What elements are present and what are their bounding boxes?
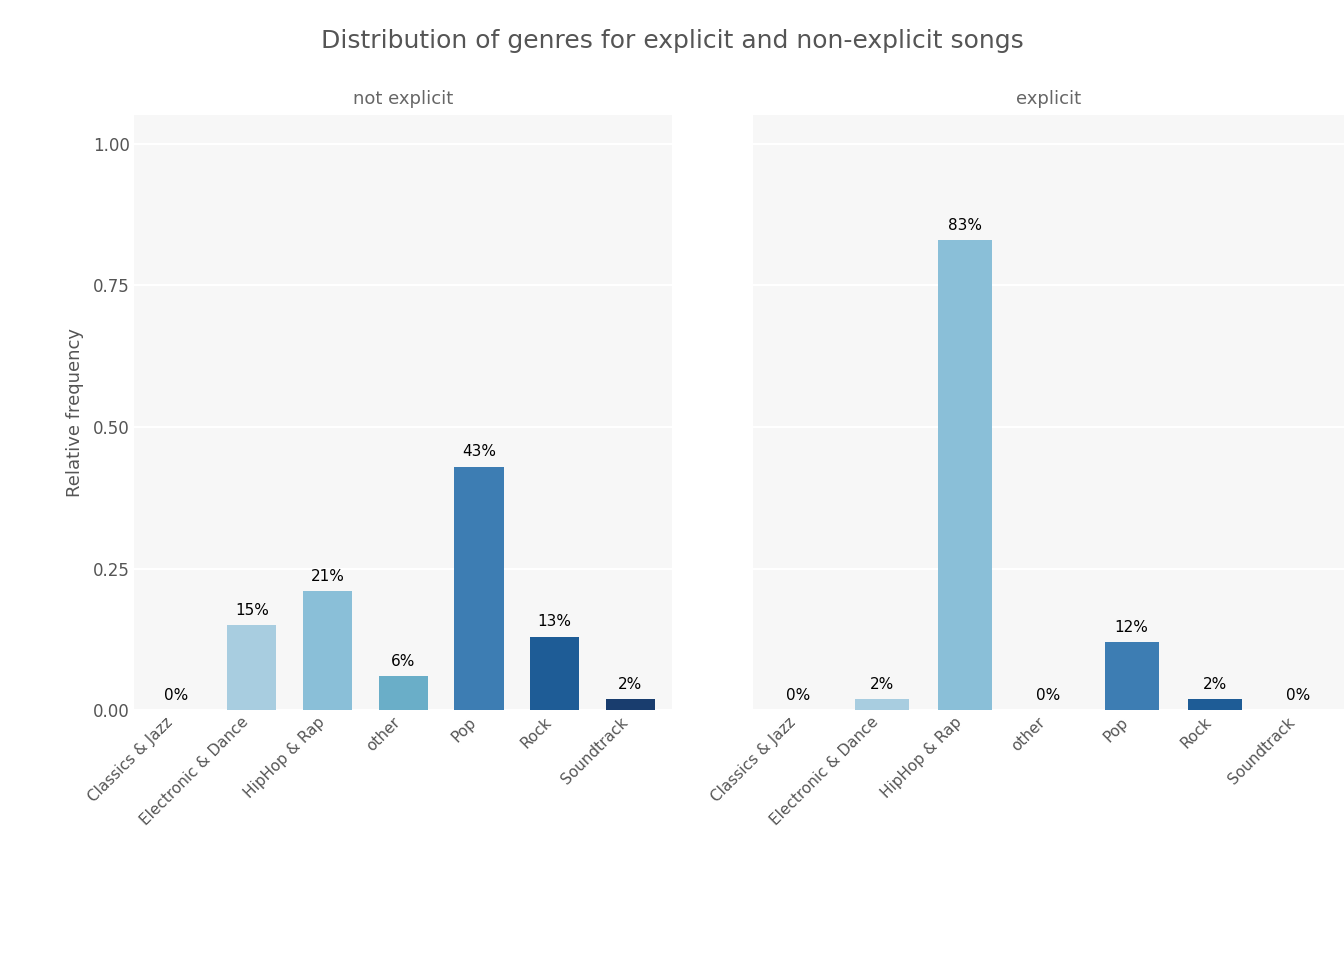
Bar <box>454 467 504 710</box>
Bar <box>938 240 992 710</box>
Text: 43%: 43% <box>462 444 496 459</box>
Text: 6%: 6% <box>391 654 415 669</box>
Text: Distribution of genres for explicit and non-explicit songs: Distribution of genres for explicit and … <box>321 29 1023 53</box>
Text: 0%: 0% <box>164 688 188 703</box>
Text: 0%: 0% <box>1036 688 1060 703</box>
Text: 0%: 0% <box>1286 688 1310 703</box>
Bar <box>302 591 352 710</box>
Text: 2%: 2% <box>618 677 642 692</box>
Bar <box>855 699 909 710</box>
Bar <box>530 636 579 710</box>
Text: 2%: 2% <box>1203 677 1227 692</box>
Y-axis label: Relative frequency: Relative frequency <box>66 328 85 497</box>
Bar <box>227 625 277 710</box>
Text: 83%: 83% <box>948 218 982 232</box>
Text: 12%: 12% <box>1114 620 1149 635</box>
Bar <box>1105 642 1159 710</box>
Text: 13%: 13% <box>538 614 571 630</box>
Text: 15%: 15% <box>235 603 269 618</box>
Title: explicit: explicit <box>1016 90 1081 108</box>
Bar <box>1188 699 1242 710</box>
Bar <box>606 699 655 710</box>
Text: 2%: 2% <box>870 677 894 692</box>
Text: 21%: 21% <box>310 569 344 584</box>
Bar <box>379 677 427 710</box>
Text: 0%: 0% <box>786 688 810 703</box>
Title: not explicit: not explicit <box>353 90 453 108</box>
